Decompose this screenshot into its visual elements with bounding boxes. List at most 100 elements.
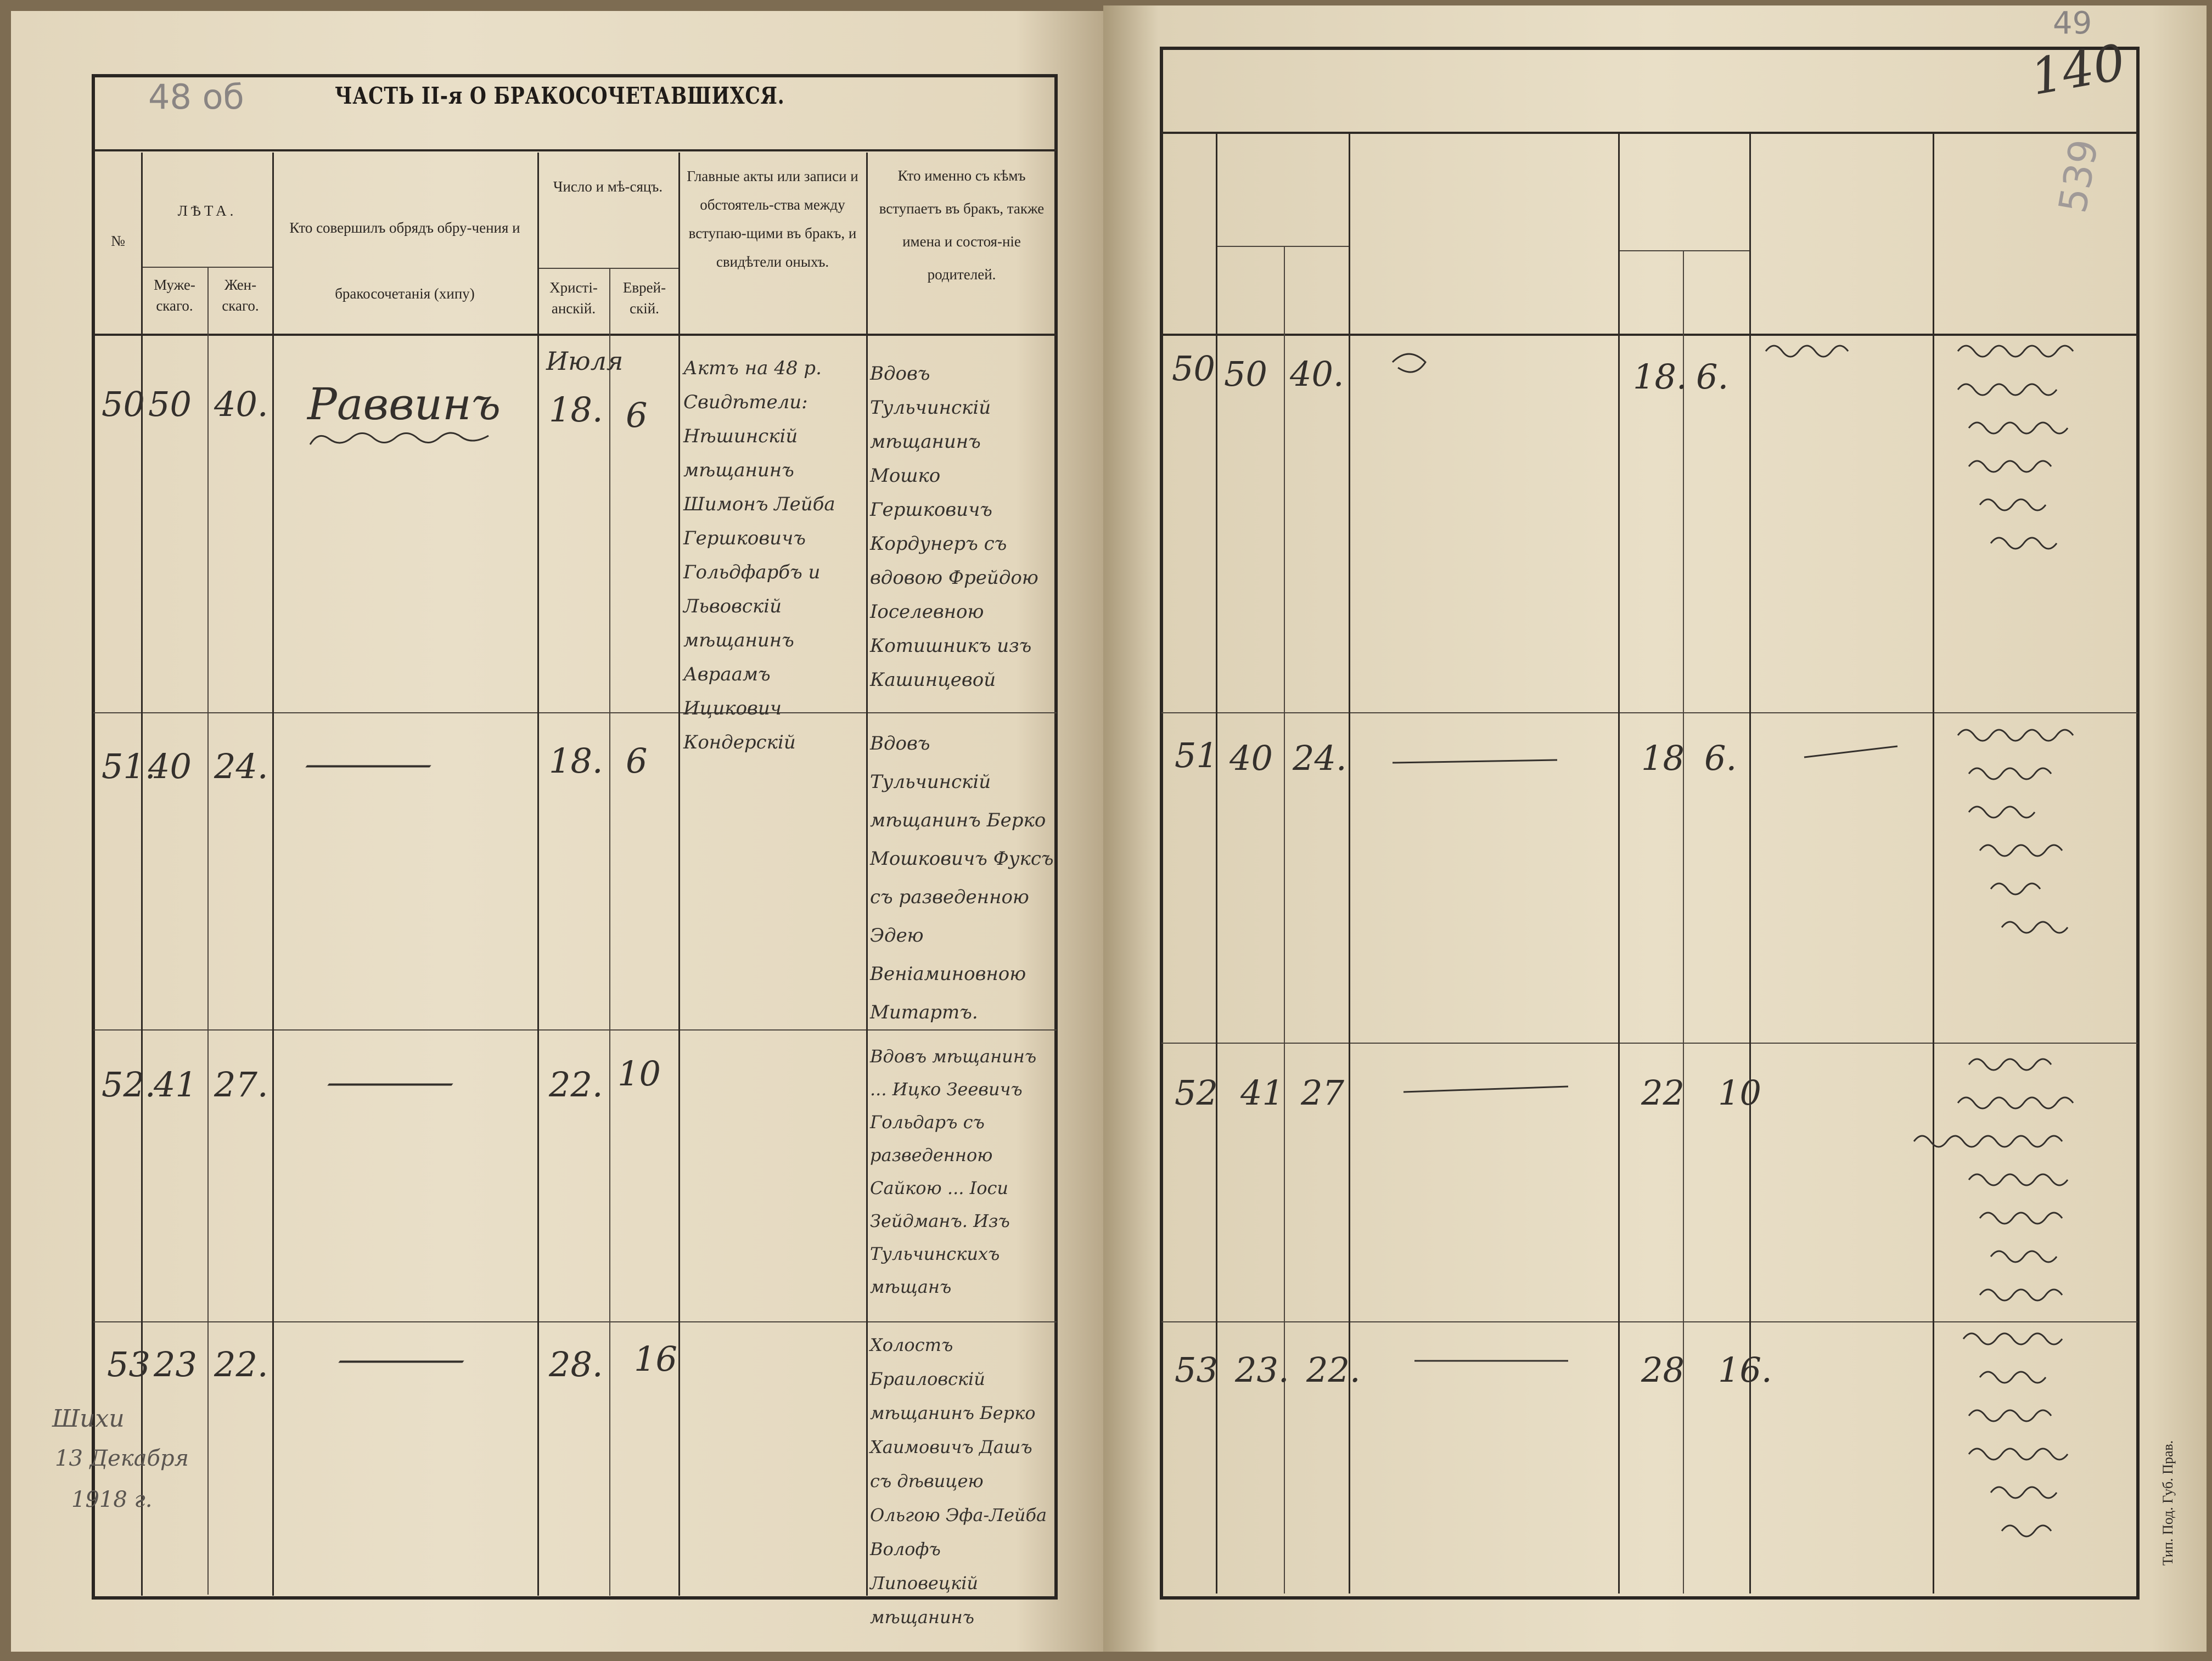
column-rule (537, 153, 539, 1596)
male-age: 50 (148, 384, 192, 424)
jewish-day: 10 (617, 1054, 661, 1094)
christian-day: 22 (1641, 1073, 1685, 1113)
officiant-dash: — (300, 744, 436, 784)
right-title-divider (1161, 132, 2137, 134)
male-age: 40 (148, 746, 192, 786)
header-number: № (111, 233, 125, 249)
date-subheader-divider (537, 268, 678, 269)
officiant-dash: — (333, 1339, 469, 1379)
flourish-underline (309, 432, 489, 445)
ages-subheader-divider (141, 267, 272, 268)
jewish-day: 10 (1718, 1073, 1761, 1113)
male-age: 23 (154, 1344, 197, 1384)
christian-day: 22. (549, 1065, 603, 1105)
column-rule (1216, 134, 1217, 1594)
row-divider (93, 712, 1057, 713)
officiant-dash: — (322, 1062, 458, 1102)
column-rule (1749, 134, 1751, 1594)
jewish-day: 16. (1718, 1350, 1772, 1390)
entry-number: 52 (1175, 1073, 1218, 1113)
entry-number: 51. (102, 746, 156, 786)
male-age: 40 (1229, 738, 1273, 778)
female-age: 40. (214, 384, 268, 424)
row-divider (93, 1321, 1057, 1322)
column-rule (207, 267, 209, 1595)
christian-day: 18. (1633, 357, 1687, 397)
female-age: 24. (1293, 738, 1347, 778)
christian-day: 18. (549, 741, 603, 781)
header-ages: ЛѢТА. (177, 202, 237, 219)
jewish-day: 16 (634, 1339, 677, 1379)
female-age: 22. (1306, 1350, 1361, 1390)
column-rule (866, 153, 868, 1596)
month: Июля (546, 346, 624, 376)
header-who: Кто именно съ кѣмъ вступаетъ въ бракъ, т… (879, 167, 1045, 283)
header-date: Число и мѣ-сяцъ. (553, 178, 663, 195)
left-page (11, 11, 1103, 1652)
column-rule (1683, 250, 1684, 1594)
margin-note-line: 1918 г. (71, 1487, 153, 1512)
column-rule (141, 153, 143, 1596)
row-divider (1161, 1321, 2137, 1322)
margin-note-line: Шихи (52, 1405, 125, 1433)
officiant: Раввинъ (307, 379, 501, 430)
female-age: 24. (214, 746, 268, 786)
folio-number: 49 (2053, 5, 2092, 41)
entry-number: 50 (102, 384, 145, 424)
row-divider (1161, 712, 2137, 713)
printer-imprint: Тип. Под. Губ. Прав. (2160, 1440, 2176, 1566)
entry-number: 53 (107, 1344, 150, 1384)
header-christian: Христі-анскій. (549, 279, 598, 317)
column-rule (272, 153, 274, 1596)
parties-text: Холостъ Браиловскій мѣщанинъ Берко Хаимо… (870, 1335, 1047, 1628)
page-title: ЧАСТЬ II-я О БРАКОСОЧЕТАВШИХСЯ. (335, 82, 785, 109)
entry-number: 50 (1172, 348, 1215, 388)
header-male: Муже-скаго. (154, 277, 195, 314)
dash-marks (1391, 353, 1898, 1362)
female-age: 27 (1301, 1073, 1344, 1113)
christian-day: 18 (1641, 738, 1685, 778)
column-rule (609, 268, 610, 1596)
jewish-day: 6. (1696, 357, 1729, 397)
male-age: 41 (154, 1065, 197, 1105)
column-rule (1284, 246, 1285, 1594)
christian-day: 18. (549, 390, 603, 430)
hebrew-script-entries (1765, 345, 2074, 1538)
left-header-divider (93, 334, 1057, 336)
male-age: 41 (1240, 1073, 1284, 1113)
entry-number: 53 (1175, 1350, 1218, 1390)
row-divider (1161, 1043, 2137, 1044)
male-age: 50 (1224, 354, 1267, 394)
header-jewish: Еврей-скій. (622, 279, 666, 317)
christian-day: 28. (549, 1344, 603, 1384)
female-age: 40. (1290, 354, 1344, 394)
right-header-divider (1161, 334, 2137, 336)
female-age: 27. (214, 1065, 268, 1105)
parties-text: Вдовъ мѣщанинъ ... Ицко Зеевичъ Гольдаръ… (870, 1046, 1037, 1297)
entry-number: 51 (1175, 735, 1218, 775)
parties-text: Вдовъ Тульчинскій мѣщанинъ Мошко Гершков… (870, 363, 1038, 691)
right-page-frame (1160, 47, 2140, 1600)
acts-text: Актъ на 48 р. Свидѣтели: Нѣшинскій мѣщан… (683, 357, 835, 753)
jewish-day: 6. (1704, 738, 1737, 778)
column-rule (1618, 134, 1620, 1594)
jewish-day: 6 (626, 395, 648, 435)
header-female: Жен-скаго. (222, 277, 259, 314)
column-rule (1933, 134, 1934, 1594)
row-divider (93, 1029, 1057, 1031)
female-age: 22. (214, 1344, 268, 1384)
christian-day: 28 (1641, 1350, 1685, 1390)
header-acts: Главные акты или записи и обстоятель-ств… (687, 168, 858, 270)
jewish-day: 6 (626, 741, 648, 781)
parties-text: Вдовъ Тульчинскій мѣщанинъ Берко Мошкови… (870, 733, 1054, 1023)
left-title-divider (93, 149, 1057, 151)
male-age: 23. (1235, 1350, 1289, 1390)
folio-note: 48 об (148, 77, 244, 117)
entry-number: 52. (102, 1065, 156, 1105)
header-officiant: Кто совершилъ обрядъ обру-чения и бракос… (289, 219, 520, 302)
left-page-frame (92, 74, 1058, 1600)
subheader-divider (1216, 246, 1349, 247)
margin-note-line: 13 Декабря (55, 1446, 189, 1471)
right-page (1103, 5, 2207, 1652)
column-rule (678, 153, 680, 1596)
